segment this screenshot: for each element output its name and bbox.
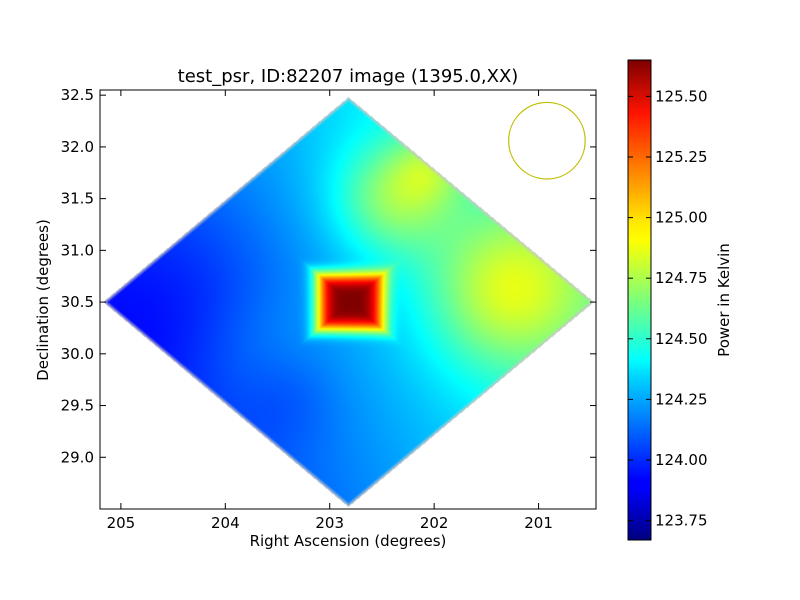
colorbar-tick-label: 125.50 <box>655 87 708 105</box>
heatmap-image <box>100 90 596 509</box>
x-tick-label: 203 <box>315 514 344 532</box>
colorbar <box>628 60 651 540</box>
colorbar-frame <box>627 59 652 541</box>
colorbar-tick-label: 124.00 <box>655 451 708 469</box>
colorbar-ticks: 123.75 124.00 124.25 124.50 124.75 125.00 125.… <box>628 87 708 530</box>
colorbar-tick-label: 123.75 <box>655 512 708 530</box>
x-tick-label: 201 <box>524 514 553 532</box>
chart-title: test_psr, ID:82207 image (1395.0,XX) <box>178 66 519 87</box>
y-tick-label: 30.5 <box>61 293 94 311</box>
y-tick-label: 30.0 <box>61 345 94 363</box>
x-tick-label: 204 <box>211 514 240 532</box>
y-tick-label: 31.0 <box>61 241 94 259</box>
y-axis-label: Declination (degrees) <box>34 219 52 381</box>
colorbar-label: Power in Kelvin <box>715 243 733 357</box>
colorbar-tick-label: 124.75 <box>655 269 708 287</box>
y-axis-ticks: 29.0 29.5 30.0 30.5 31.0 31.5 32.0 32.5 <box>61 86 596 466</box>
colorbar-tick-label: 124.25 <box>655 390 708 408</box>
y-tick-label: 31.5 <box>61 190 94 208</box>
plot-frame <box>99 89 597 510</box>
x-axis-ticks: 205 204 203 202 201 <box>107 90 553 532</box>
x-tick-label: 202 <box>420 514 449 532</box>
colorbar-tick-label: 124.50 <box>655 330 708 348</box>
colorbar-tick-label: 125.25 <box>655 148 708 166</box>
heatmap-area <box>100 90 596 509</box>
y-tick-label: 29.5 <box>61 397 94 415</box>
y-tick-label: 29.0 <box>61 448 94 466</box>
x-tick-label: 205 <box>107 514 136 532</box>
y-tick-label: 32.0 <box>61 138 94 156</box>
beam-circle <box>508 101 586 180</box>
colorbar-tick-label: 125.00 <box>655 209 708 227</box>
y-tick-label: 32.5 <box>61 86 94 104</box>
x-axis-label: Right Ascension (degrees) <box>250 532 447 550</box>
